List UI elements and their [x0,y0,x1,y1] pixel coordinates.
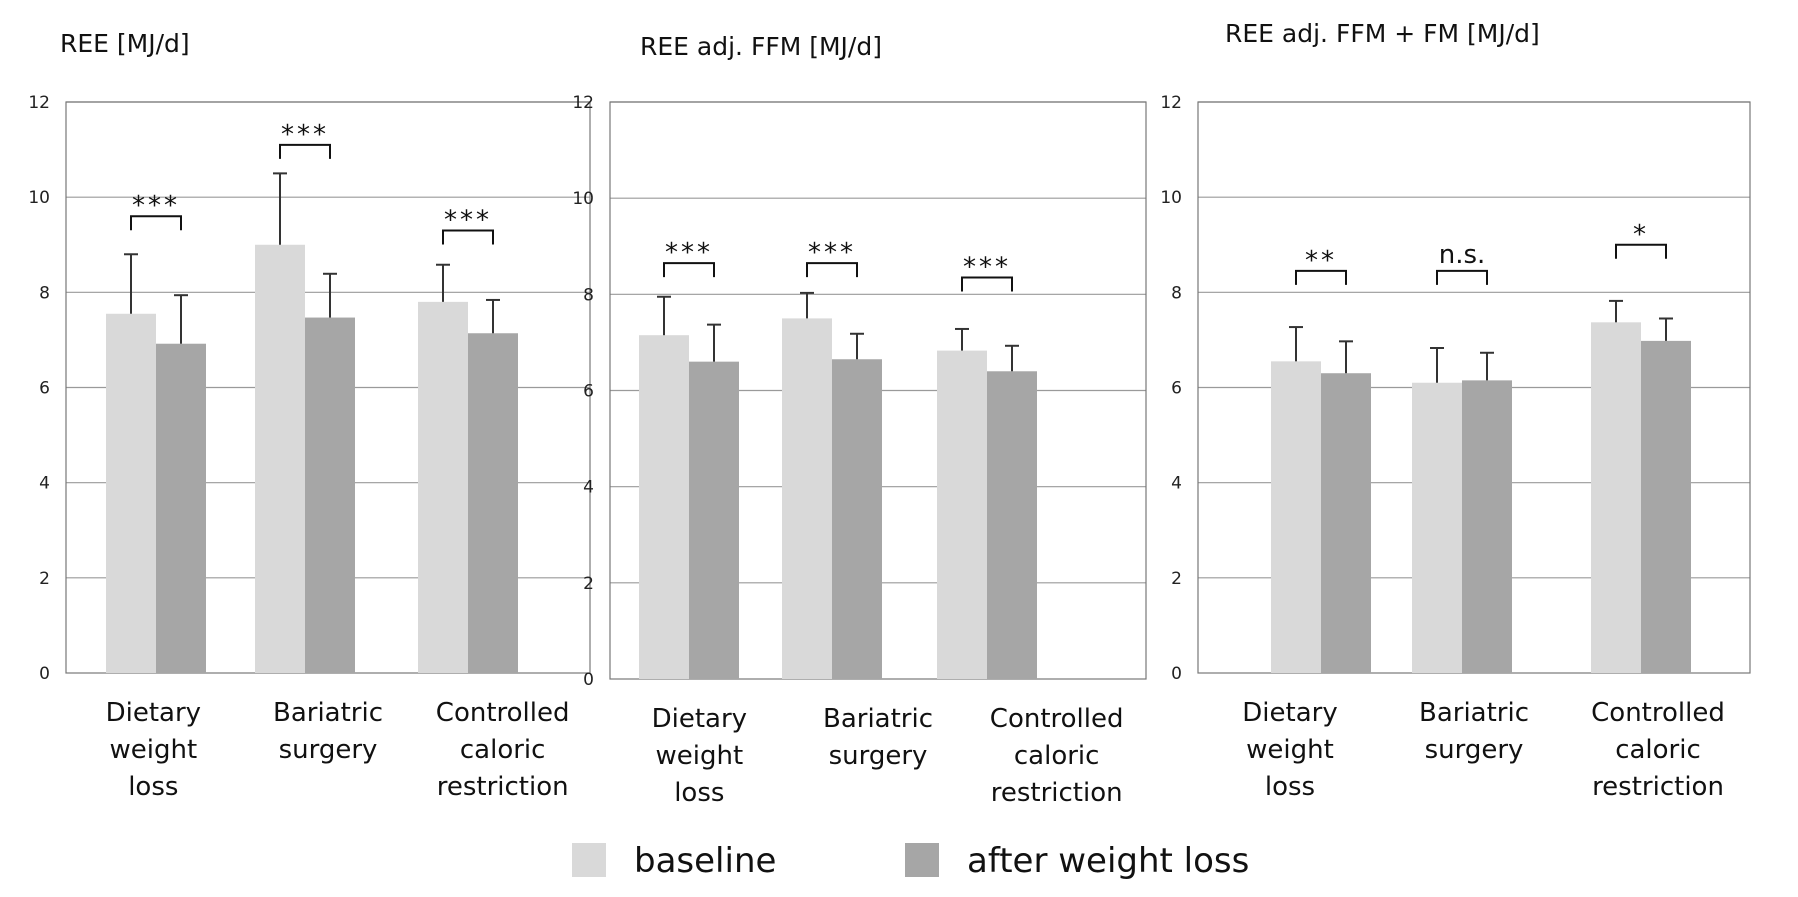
significance-label: ** [1305,246,1337,276]
y-tick-label: 6 [583,382,594,402]
bar-after-weight-loss [832,359,882,679]
category-label: loss [674,778,724,808]
significance-bracket [806,262,858,278]
bar-baseline [1412,382,1462,673]
category-label: surgery [829,741,928,771]
y-tick-label: 2 [39,569,50,589]
y-tick-label: 0 [1171,664,1182,684]
category-label: Dietary [652,704,747,734]
significance-label: n.s. [1439,240,1486,270]
panel-2: REE adj. FFM [MJ/d] 0 2 4 6 8 10 12 *** Dietary we… [572,32,1147,808]
bar-baseline [1591,322,1641,673]
bar-baseline [418,301,468,673]
y-tick-label: 12 [1160,93,1182,113]
y-tick-label: 4 [1171,474,1182,494]
panel-1: REE [MJ/d] 0 2 4 6 8 10 12 *** Dietary weight loss *… [28,29,591,802]
category-label: surgery [1425,735,1524,765]
category-label: caloric [1615,735,1701,765]
category-label: caloric [460,735,546,765]
significance-bracket [442,229,494,245]
y-tick-label: 6 [39,379,50,399]
bar-baseline [937,350,987,679]
y-tick-label: 8 [1171,283,1182,303]
bar-after-weight-loss [1641,340,1691,673]
bar-after-weight-loss [156,343,206,673]
legend-label: after weight loss [967,841,1249,881]
category-label: caloric [1014,741,1100,771]
y-tick-label: 4 [39,474,50,494]
significance-label: *** [963,253,1011,283]
y-tick-label: 0 [583,670,594,690]
significance-bracket [130,215,182,231]
bar-baseline [255,244,305,673]
y-tick-label: 2 [583,574,594,594]
category-label: Bariatric [823,704,933,734]
significance-bracket [663,262,715,278]
legend-swatch-baseline [572,843,606,877]
panel-3: REE adj. FFM + FM [MJ/d] 0 2 4 6 8 10 12 ** Dieta… [1160,19,1751,802]
significance-bracket [279,143,331,159]
significance-bracket [1615,243,1667,259]
category-label: weight [1246,735,1334,765]
significance-label: *** [281,120,329,150]
y-tick-label: 8 [583,285,594,305]
significance-label: *** [808,238,856,268]
category-label: Dietary [106,698,201,728]
significance-bracket [961,276,1013,292]
significance-label: *** [444,205,492,235]
y-tick-label: 0 [39,664,50,684]
category-label: restriction [1592,772,1724,802]
legend-label: baseline [634,841,776,881]
bar-after-weight-loss [689,361,739,679]
bar-after-weight-loss [468,333,518,673]
category-label: Controlled [436,698,570,728]
category-label: Controlled [990,704,1124,734]
bar-after-weight-loss [987,371,1037,679]
category-label: Dietary [1242,698,1337,728]
category-label: surgery [279,735,378,765]
legend: baseline after weight loss [572,841,1249,881]
category-label: weight [655,741,743,771]
y-tick-label: 12 [572,93,594,113]
category-label: loss [1265,772,1315,802]
y-tick-label: 2 [1171,569,1182,589]
panel-title: REE [MJ/d] [60,29,190,58]
category-label: Bariatric [273,698,383,728]
bar-after-weight-loss [1321,373,1371,673]
category-label: Bariatric [1419,698,1529,728]
category-label: restriction [991,778,1123,808]
legend-swatch-after-weight-loss [905,843,939,877]
significance-label: * [1633,220,1649,250]
significance-label: *** [665,238,713,268]
panel-title: REE adj. FFM [MJ/d] [640,32,882,61]
bar-after-weight-loss [1462,380,1512,673]
bar-baseline [782,318,832,679]
category-label: loss [128,772,178,802]
significance-bracket [1295,269,1347,285]
panel-title: REE adj. FFM + FM [MJ/d] [1225,19,1540,48]
y-tick-label: 6 [1171,379,1182,399]
y-tick-label: 10 [1160,188,1182,208]
bar-baseline [639,335,689,679]
y-tick-label: 12 [28,93,50,113]
y-tick-label: 10 [28,188,50,208]
significance-label: *** [132,191,180,221]
bar-baseline [1271,361,1321,673]
bar-baseline [106,313,156,673]
y-tick-label: 10 [572,189,594,209]
bar-after-weight-loss [305,317,355,673]
significance-bracket [1436,269,1488,285]
category-label: weight [109,735,197,765]
y-tick-label: 4 [583,478,594,498]
y-tick-label: 8 [39,283,50,303]
category-label: Controlled [1591,698,1725,728]
category-label: restriction [437,772,569,802]
